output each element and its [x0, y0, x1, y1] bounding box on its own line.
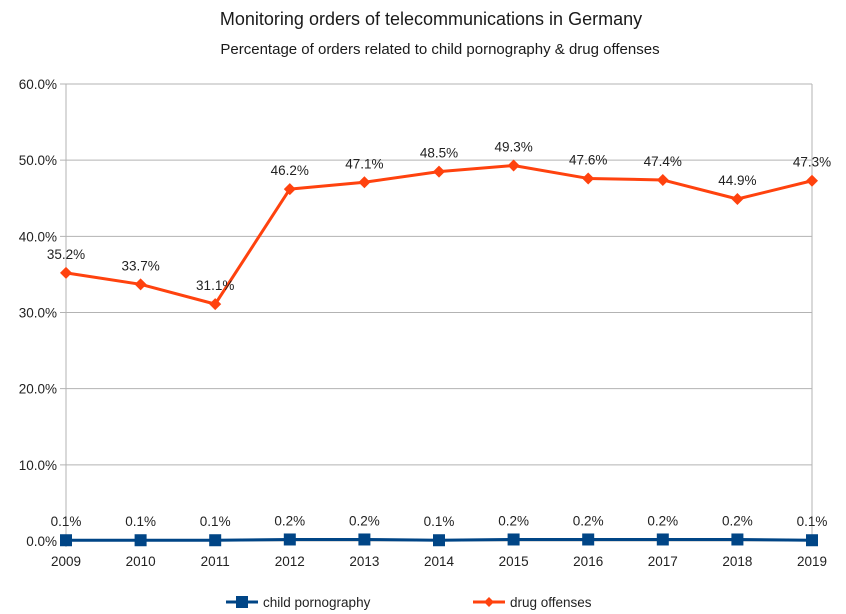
series-line-drug-offenses — [65, 163, 813, 306]
x-tick-label: 2014 — [424, 554, 455, 569]
data-label: 0.1% — [424, 514, 455, 529]
data-point-diamond — [283, 183, 296, 196]
data-point-diamond — [358, 176, 371, 189]
y-tick-label: 10.0% — [19, 458, 57, 473]
chart-title: Monitoring orders of telecommunications … — [220, 9, 642, 29]
data-point-diamond — [433, 165, 445, 178]
legend-label: child pornography — [263, 595, 371, 610]
data-point-square — [134, 534, 147, 547]
data-point-diamond — [582, 172, 595, 185]
data-point-diamond — [209, 298, 222, 311]
y-tick-label: 40.0% — [19, 229, 57, 244]
data-point-square — [209, 534, 222, 547]
legend-marker-square — [236, 596, 248, 608]
data-label: 31.1% — [196, 278, 234, 293]
legend-marker-diamond — [484, 597, 494, 607]
data-label: 49.3% — [494, 139, 532, 154]
data-point-diamond — [806, 174, 818, 187]
data-point-diamond — [60, 266, 72, 279]
data-label: 0.1% — [200, 514, 231, 529]
data-point-square — [433, 534, 445, 547]
data-point-diamond — [656, 173, 669, 186]
x-tick-label: 2013 — [349, 554, 379, 569]
data-label: 47.4% — [644, 154, 682, 169]
data-point-diamond — [731, 193, 744, 206]
data-label: 0.1% — [125, 514, 156, 529]
data-point-square — [656, 533, 669, 546]
data-label: 0.1% — [797, 514, 828, 529]
data-point-square — [806, 534, 818, 547]
data-label: 47.3% — [793, 155, 831, 170]
data-label: 46.2% — [271, 163, 309, 178]
data-label: 0.2% — [498, 513, 529, 528]
data-label: 0.2% — [573, 513, 604, 528]
y-tick-label: 20.0% — [19, 382, 57, 397]
y-axis: 0.0% 10.0% 20.0% 30.0% 40.0% 50.0% 60.0% — [19, 77, 57, 549]
data-label: 0.2% — [274, 513, 305, 528]
data-point-square — [358, 533, 371, 546]
data-label: 0.2% — [349, 513, 380, 528]
data-labels: 0.1% 0.1% 0.1% 0.2% 0.2% 0.1% 0.2% 0.2% 0.2% 0.2%… — [47, 139, 831, 529]
data-point-square — [283, 533, 296, 546]
x-tick-label: 2019 — [797, 554, 827, 569]
x-tick-label: 2017 — [648, 554, 678, 569]
x-tick-label: 2018 — [722, 554, 752, 569]
data-label: 44.9% — [718, 173, 756, 188]
gridlines — [60, 83, 813, 547]
x-tick-label: 2015 — [499, 554, 529, 569]
data-label: 0.2% — [722, 513, 753, 528]
y-tick-label: 60.0% — [19, 77, 57, 92]
y-tick-label: 30.0% — [19, 306, 57, 321]
legend-label: drug offenses — [510, 595, 592, 610]
data-point-square — [731, 533, 744, 546]
data-label: 0.1% — [51, 514, 82, 529]
legend: child pornography drug offenses — [226, 595, 592, 610]
chart-subtitle: Percentage of orders related to child po… — [220, 41, 659, 58]
data-point-square — [507, 533, 520, 546]
x-tick-label: 2009 — [51, 554, 81, 569]
x-tick-label: 2011 — [201, 554, 230, 569]
data-point-square — [60, 534, 72, 547]
data-label: 0.2% — [647, 513, 678, 528]
data-label: 48.5% — [420, 146, 458, 161]
data-point-diamond — [134, 278, 147, 291]
y-tick-label: 0.0% — [26, 534, 57, 549]
x-tick-label: 2012 — [275, 554, 305, 569]
series-group — [60, 159, 818, 547]
y-tick-label: 50.0% — [19, 153, 57, 168]
data-label: 33.7% — [121, 258, 159, 273]
data-label: 47.6% — [569, 152, 607, 167]
data-label: 35.2% — [47, 247, 85, 262]
x-tick-label: 2016 — [573, 554, 603, 569]
x-tick-label: 2010 — [126, 554, 156, 569]
data-label: 47.1% — [345, 156, 383, 171]
data-point-square — [582, 533, 595, 546]
data-point-diamond — [507, 159, 520, 172]
x-axis: 2009 2010 2011 2012 2013 2014 2015 2016 2017 2018… — [51, 554, 827, 569]
